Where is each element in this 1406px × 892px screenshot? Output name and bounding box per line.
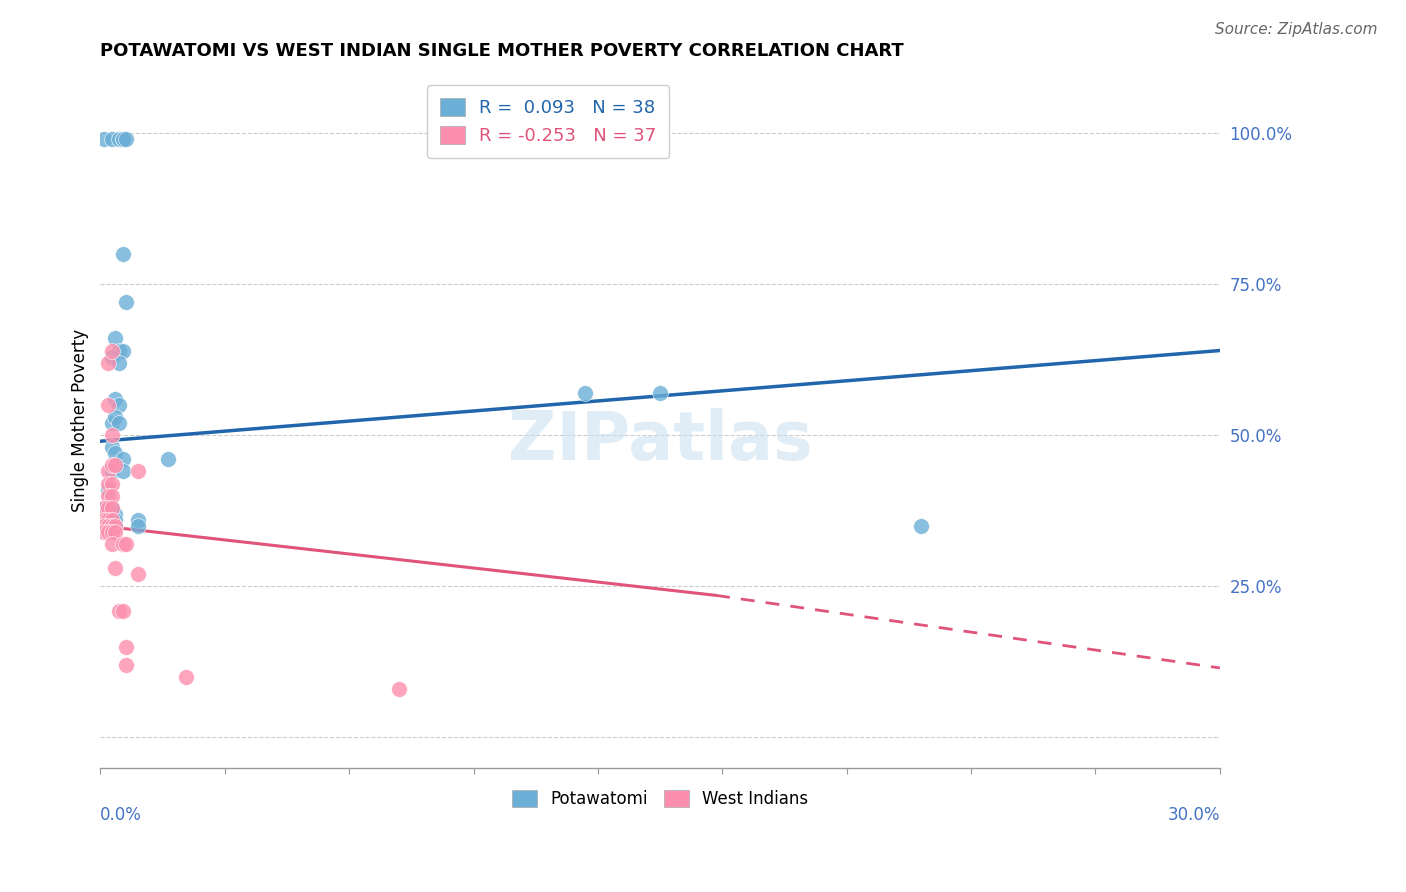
- Point: [127, 465, 149, 479]
- Point: [100, 132, 122, 146]
- Text: ZIPatlas: ZIPatlas: [508, 408, 813, 474]
- Point: [111, 343, 134, 358]
- Point: [115, 295, 138, 310]
- Point: [104, 507, 127, 521]
- Point: [97, 500, 120, 515]
- Text: 30.0%: 30.0%: [1167, 806, 1220, 824]
- Point: [97, 476, 120, 491]
- Point: [104, 410, 127, 425]
- Point: [111, 452, 134, 467]
- Point: [97, 489, 120, 503]
- Point: [127, 567, 149, 582]
- Point: [97, 398, 120, 412]
- Point: [104, 513, 127, 527]
- Point: [108, 356, 131, 370]
- Point: [100, 500, 122, 515]
- Point: [104, 524, 127, 539]
- Point: [100, 343, 122, 358]
- Point: [100, 458, 122, 473]
- Point: [93, 513, 115, 527]
- Point: [104, 519, 127, 533]
- Point: [115, 640, 138, 654]
- Point: [100, 500, 122, 515]
- Point: [156, 452, 179, 467]
- Text: POTAWATOMI VS WEST INDIAN SINGLE MOTHER POVERTY CORRELATION CHART: POTAWATOMI VS WEST INDIAN SINGLE MOTHER …: [100, 42, 904, 60]
- Point: [97, 483, 120, 497]
- Point: [100, 524, 122, 539]
- Point: [100, 428, 122, 442]
- Point: [104, 392, 127, 406]
- Point: [574, 385, 596, 400]
- Point: [127, 513, 149, 527]
- Point: [111, 132, 134, 146]
- Point: [111, 465, 134, 479]
- Point: [115, 132, 138, 146]
- Point: [97, 465, 120, 479]
- Point: [111, 247, 134, 261]
- Point: [100, 519, 122, 533]
- Point: [100, 416, 122, 430]
- Text: 0.0%: 0.0%: [100, 806, 142, 824]
- Point: [648, 385, 671, 400]
- Point: [100, 489, 122, 503]
- Y-axis label: Single Mother Poverty: Single Mother Poverty: [72, 328, 89, 512]
- Point: [108, 398, 131, 412]
- Point: [97, 513, 120, 527]
- Point: [104, 458, 127, 473]
- Point: [97, 500, 120, 515]
- Point: [574, 132, 596, 146]
- Point: [111, 537, 134, 551]
- Point: [97, 519, 120, 533]
- Point: [388, 682, 411, 697]
- Point: [93, 524, 115, 539]
- Point: [111, 603, 134, 617]
- Point: [93, 132, 115, 146]
- Point: [93, 500, 115, 515]
- Point: [174, 670, 197, 684]
- Legend: Potawatomi, West Indians: Potawatomi, West Indians: [505, 783, 815, 815]
- Point: [100, 465, 122, 479]
- Point: [97, 356, 120, 370]
- Point: [108, 603, 131, 617]
- Point: [108, 343, 131, 358]
- Point: [100, 350, 122, 364]
- Point: [100, 513, 122, 527]
- Point: [100, 519, 122, 533]
- Point: [100, 440, 122, 454]
- Point: [100, 513, 122, 527]
- Point: [108, 132, 131, 146]
- Text: Source: ZipAtlas.com: Source: ZipAtlas.com: [1215, 22, 1378, 37]
- Point: [910, 519, 932, 533]
- Point: [104, 561, 127, 575]
- Point: [93, 500, 115, 515]
- Point: [100, 537, 122, 551]
- Point: [108, 416, 131, 430]
- Point: [115, 537, 138, 551]
- Point: [104, 446, 127, 460]
- Point: [97, 524, 120, 539]
- Point: [111, 132, 134, 146]
- Point: [104, 519, 127, 533]
- Point: [104, 331, 127, 345]
- Point: [127, 519, 149, 533]
- Point: [93, 519, 115, 533]
- Point: [115, 657, 138, 672]
- Point: [100, 476, 122, 491]
